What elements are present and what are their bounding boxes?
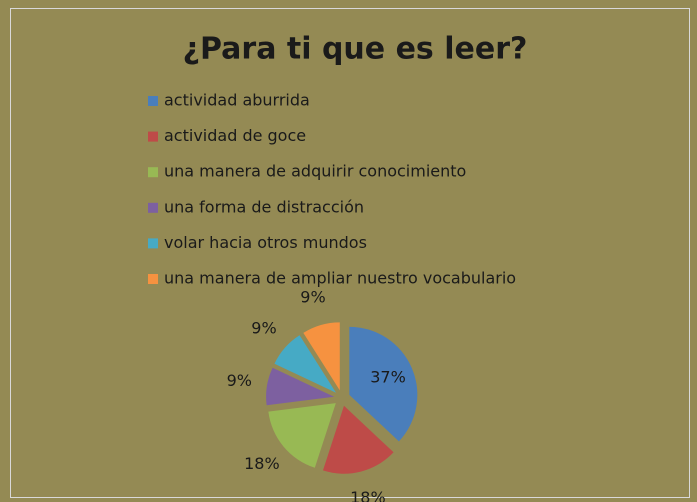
legend-swatch (148, 131, 158, 142)
legend-label: actividad aburrida (164, 91, 310, 110)
data-label: 18% (350, 488, 386, 502)
pie-slice (322, 405, 394, 474)
legend-label: actividad de goce (164, 126, 306, 145)
legend-swatch (148, 274, 158, 284)
data-label: 9% (300, 288, 325, 307)
frame (10, 8, 690, 498)
chart-title: ¿Para ti que es leer? (183, 32, 528, 67)
pie-slice (303, 322, 340, 391)
legend-swatch (148, 238, 158, 249)
data-label: 37% (370, 368, 406, 387)
legend-swatch (148, 96, 158, 106)
legend-label: volar hacia otros mundos (164, 233, 367, 252)
legend-label: una manera de adquirir conocimiento (164, 162, 466, 181)
legend-label: una forma de distracción (164, 197, 364, 216)
pie-slice (274, 335, 336, 393)
pie-slice (266, 367, 335, 406)
data-label: 18% (244, 454, 280, 473)
pie-slice (268, 403, 336, 468)
legend-swatch (148, 202, 158, 213)
pie-slice (349, 326, 418, 442)
legend-label: una manera de ampliar nuestro vocabulari… (164, 269, 516, 288)
data-label: 9% (227, 371, 252, 390)
legend-swatch (148, 167, 158, 178)
data-label: 9% (251, 319, 276, 338)
